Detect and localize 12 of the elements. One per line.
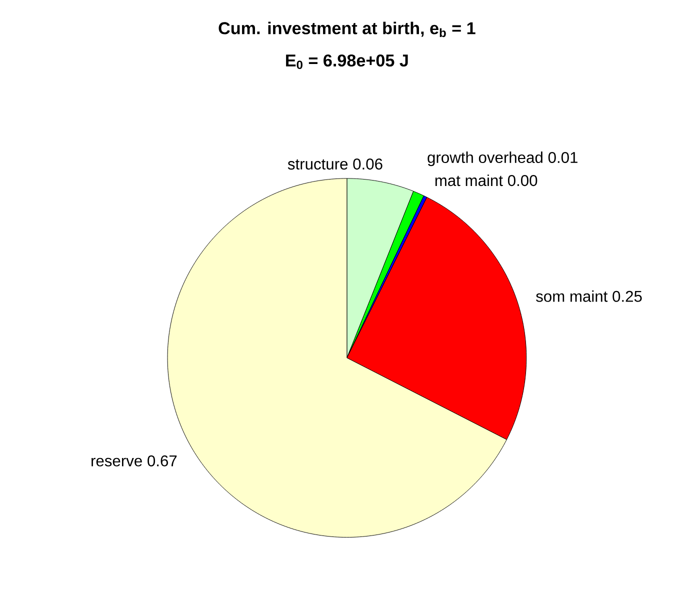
slice-label: growth overhead — [428, 152, 542, 166]
slice-label: mat maint — [435, 174, 503, 186]
data-label: 0.06 — [353, 158, 382, 170]
data-label: 0.67 — [148, 455, 177, 466]
chart-subtitle: E$_{0}$ = 6.98e+05 J — [286, 54, 408, 70]
data-label: 0.25 — [612, 290, 642, 302]
chart-title: Cum. investment at birth, e$_{b}$ = 1 — [218, 22, 476, 38]
slice-label: structure — [288, 159, 348, 170]
slice-label: reserve — [92, 458, 142, 466]
data-label: 0.01 — [548, 152, 578, 164]
slice-label: som maint — [536, 290, 608, 302]
data-label: 0.00 — [508, 175, 538, 186]
